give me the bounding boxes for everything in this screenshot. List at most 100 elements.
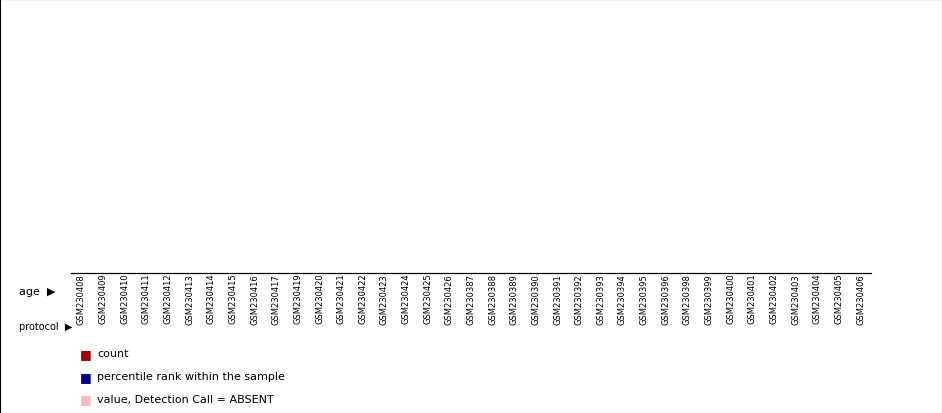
Bar [75, 250, 88, 273]
Text: GSM230405: GSM230405 [835, 273, 843, 324]
Text: percentile rank within the sample: percentile rank within the sample [97, 371, 284, 381]
Text: GSM230404: GSM230404 [813, 273, 821, 324]
Bar [269, 148, 283, 273]
Bar [858, 185, 863, 273]
Text: GSM230411: GSM230411 [142, 273, 151, 324]
Bar [226, 182, 239, 273]
Text: ■: ■ [80, 347, 91, 360]
Bar [573, 174, 586, 273]
Bar [161, 159, 174, 273]
Text: GSM230414: GSM230414 [207, 273, 216, 324]
Text: sedentary: sedentary [137, 320, 200, 332]
Bar [599, 159, 603, 273]
Text: GSM230391: GSM230391 [553, 273, 562, 324]
Text: GSM230412: GSM230412 [164, 273, 172, 324]
Text: GSM230388: GSM230388 [488, 273, 497, 324]
Bar [594, 148, 608, 273]
Text: GSM230393: GSM230393 [596, 273, 606, 324]
Bar [79, 224, 84, 273]
Bar [334, 197, 348, 273]
Text: GSM230413: GSM230413 [186, 273, 194, 324]
Bar [469, 197, 473, 203]
Text: GSM230406: GSM230406 [856, 273, 865, 324]
Bar [854, 163, 867, 273]
Bar [486, 151, 499, 273]
Bar [469, 209, 473, 273]
Bar [616, 204, 629, 273]
Bar [426, 200, 430, 273]
Bar [577, 182, 581, 273]
Text: protocol  ▶: protocol ▶ [19, 321, 73, 331]
Text: sedentary: sedentary [526, 320, 589, 332]
Bar [122, 197, 126, 273]
Bar [361, 194, 365, 273]
Bar [724, 182, 738, 273]
Bar [599, 178, 603, 185]
Text: exercise: exercise [337, 320, 389, 332]
Bar [681, 113, 694, 273]
Bar [421, 154, 434, 273]
Bar [339, 189, 343, 273]
Text: GSM230420: GSM230420 [315, 273, 324, 324]
Text: value, Detection Call = ABSENT: value, Detection Call = ABSENT [97, 394, 274, 404]
Bar [508, 185, 521, 273]
Text: GSM230409: GSM230409 [99, 273, 107, 324]
Text: count: count [97, 349, 128, 358]
Text: GSM230410: GSM230410 [121, 273, 129, 324]
Bar [291, 97, 304, 273]
Text: GSM230426: GSM230426 [445, 273, 454, 324]
Text: ■: ■ [80, 370, 91, 383]
Text: aged: aged [650, 284, 681, 297]
Bar [836, 97, 841, 273]
Bar [638, 143, 651, 273]
Text: GSM230417: GSM230417 [271, 273, 281, 324]
Bar [313, 209, 326, 273]
Bar [551, 166, 564, 273]
Text: GSM230402: GSM230402 [770, 273, 778, 324]
Bar [140, 101, 153, 273]
Bar [356, 139, 369, 273]
Bar [655, 309, 871, 344]
Bar [204, 82, 218, 273]
Text: GSM230425: GSM230425 [423, 273, 432, 324]
Text: GSM230424: GSM230424 [401, 273, 411, 324]
Bar [461, 273, 871, 309]
Text: GDS3182 / 1560922_s_at: GDS3182 / 1560922_s_at [71, 13, 264, 29]
Text: GSM230392: GSM230392 [575, 273, 584, 324]
Bar [187, 171, 191, 177]
Text: GSM230395: GSM230395 [640, 273, 649, 324]
Bar [836, 156, 841, 162]
Text: GSM230398: GSM230398 [683, 273, 692, 324]
Text: GSM230422: GSM230422 [358, 273, 367, 324]
Bar [274, 192, 278, 273]
Text: GSM230399: GSM230399 [705, 273, 713, 324]
Bar [266, 309, 461, 344]
Bar [703, 159, 716, 273]
Text: GSM230423: GSM230423 [380, 273, 389, 324]
Bar [443, 200, 456, 273]
Text: GSM230387: GSM230387 [466, 273, 476, 324]
Text: GSM230403: GSM230403 [791, 273, 800, 324]
Text: GSM230390: GSM230390 [531, 273, 541, 324]
Bar [772, 194, 776, 273]
Bar [187, 128, 191, 273]
Text: GSM230416: GSM230416 [250, 273, 259, 324]
Bar [461, 309, 655, 344]
Text: exercise: exercise [738, 320, 789, 332]
Text: GSM230401: GSM230401 [748, 273, 756, 324]
Bar [252, 182, 256, 273]
Text: GSM230400: GSM230400 [726, 273, 735, 324]
Bar [71, 273, 461, 309]
Bar [97, 204, 109, 273]
Bar [378, 197, 391, 273]
Bar [248, 197, 261, 273]
Text: GSM230421: GSM230421 [336, 273, 346, 324]
Text: GSM230408: GSM230408 [77, 273, 86, 324]
Bar [119, 189, 131, 273]
Bar [404, 220, 408, 273]
Bar [789, 204, 802, 273]
Text: ■: ■ [80, 392, 91, 406]
Text: young: young [246, 284, 284, 297]
Bar [71, 309, 266, 344]
Bar [529, 266, 543, 273]
